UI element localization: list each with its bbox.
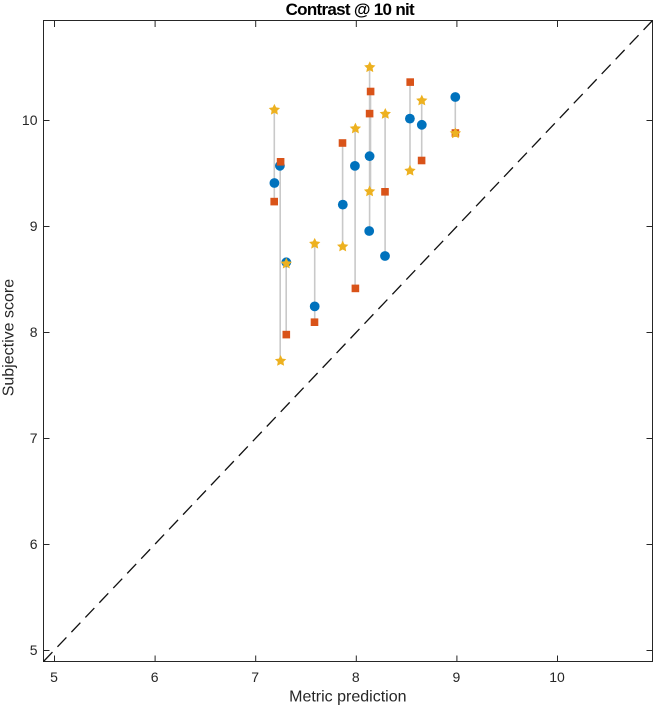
svg-text:7: 7 xyxy=(251,669,259,685)
svg-text:5: 5 xyxy=(50,669,58,685)
svg-text:Metric prediction: Metric prediction xyxy=(289,688,406,705)
svg-text:8: 8 xyxy=(30,324,38,340)
svg-text:9: 9 xyxy=(453,669,461,685)
svg-text:10: 10 xyxy=(22,112,38,128)
svg-text:6: 6 xyxy=(30,536,38,552)
svg-text:7: 7 xyxy=(30,430,38,446)
svg-text:10: 10 xyxy=(549,669,565,685)
svg-text:8: 8 xyxy=(352,669,360,685)
svg-text:6: 6 xyxy=(151,669,159,685)
svg-text:Contrast @ 10 nit: Contrast @ 10 nit xyxy=(286,0,415,19)
svg-text:Subjective score: Subjective score xyxy=(0,279,17,396)
svg-text:9: 9 xyxy=(30,218,38,234)
svg-text:5: 5 xyxy=(30,642,38,658)
